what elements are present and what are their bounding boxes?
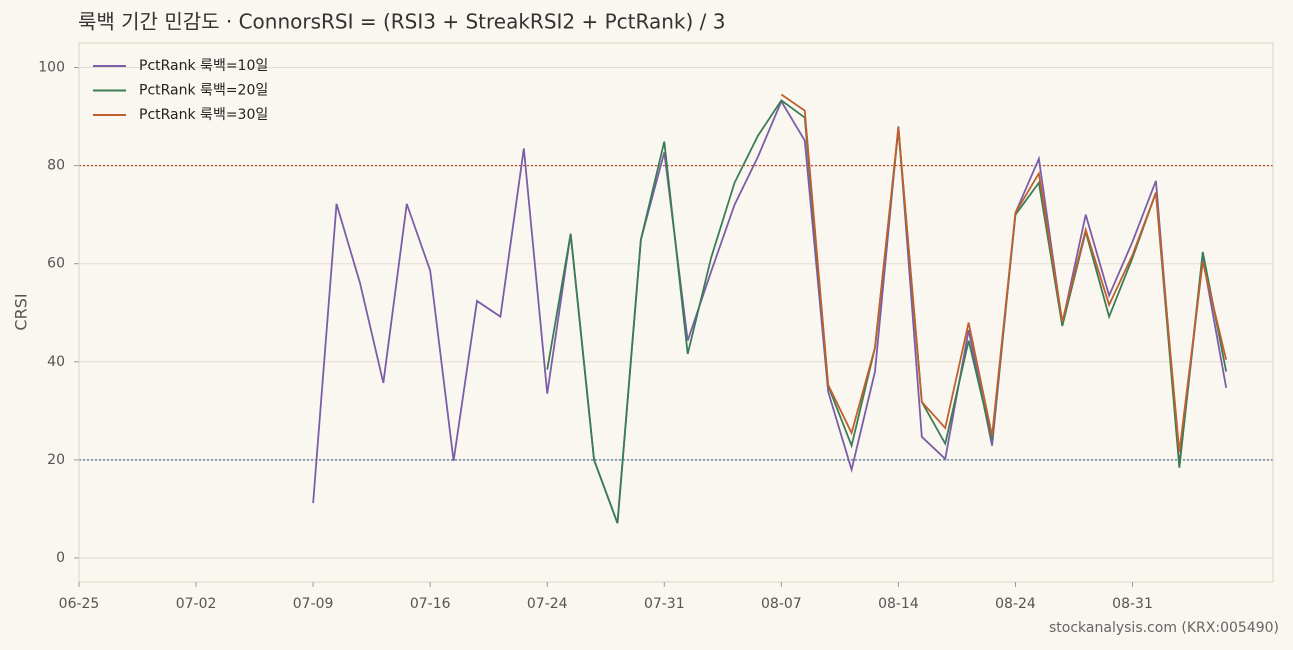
x-tick-label: 08-24 [995,596,1036,612]
x-tick-label: 07-09 [293,596,334,612]
x-tick-label: 08-14 [878,596,919,612]
legend-label: PctRank 룩백=20일 [139,83,268,99]
x-tick-label: 08-31 [1112,596,1153,612]
x-tick-label: 07-02 [176,596,217,612]
y-axis-label: CRSI [12,293,31,330]
x-tick-label: 06-25 [59,596,100,612]
x-tick-label: 07-31 [644,596,685,612]
y-tick-label: 100 [38,60,65,76]
y-tick-label: 40 [47,354,65,370]
y-tick-label: 20 [47,452,65,468]
y-tick-label: 60 [47,256,65,272]
source: stockanalysis.com (KRX:005490) [1049,620,1279,636]
y-tick-label: 0 [56,550,65,566]
x-tick-label: 07-24 [527,596,568,612]
x-tick-label: 08-07 [761,596,802,612]
series-line [780,93,1228,453]
legend-label: PctRank 룩백=10일 [139,58,268,74]
legend-label: PctRank 룩백=30일 [139,107,268,123]
x-tick-label: 07-16 [410,596,451,612]
series-line [312,99,1228,524]
chart-title: 룩백 기간 민감도 · ConnorsRSI = (RSI3 + StreakR… [78,10,725,34]
y-tick-label: 80 [47,158,65,174]
plot-frame [78,42,1274,583]
